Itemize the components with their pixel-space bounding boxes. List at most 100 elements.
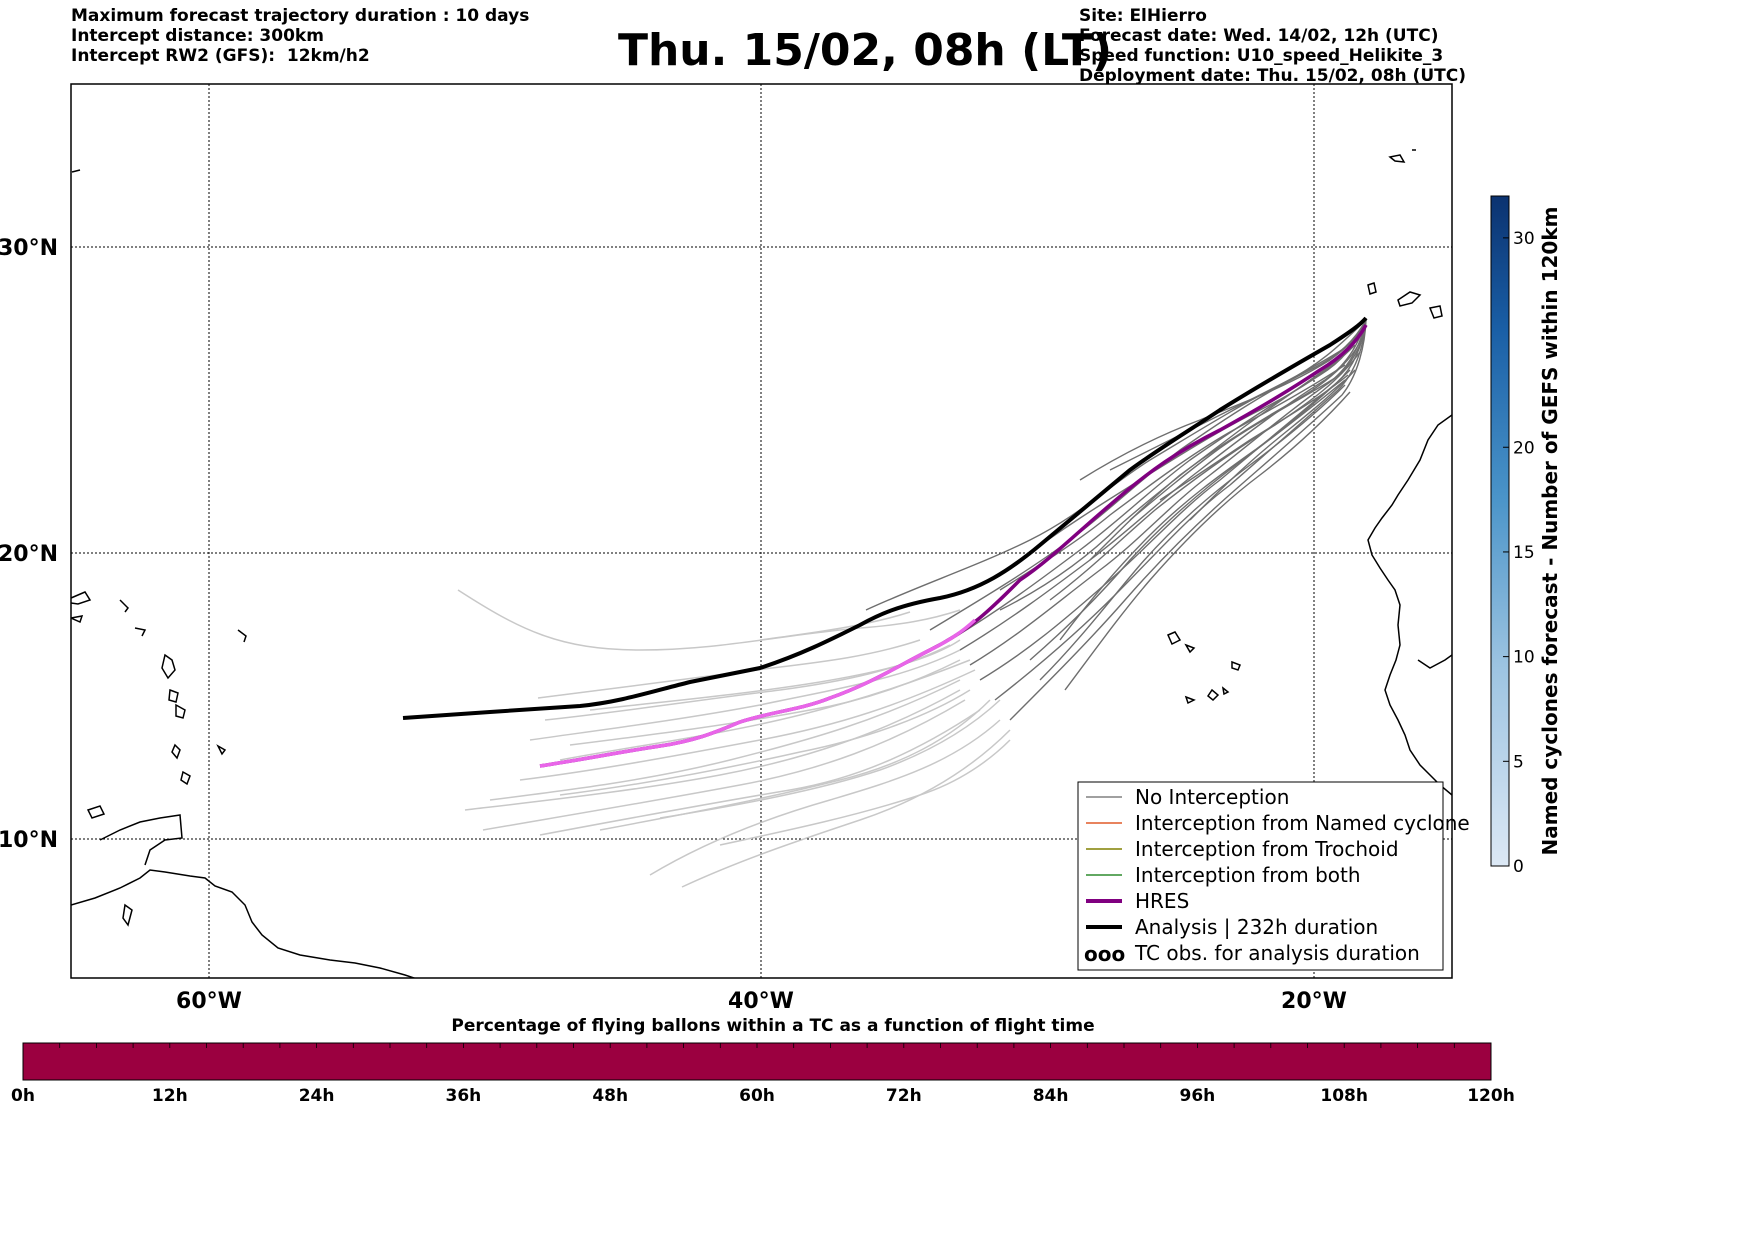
coastline-paria — [99, 814, 183, 866]
pct-bar-ticks: 0h 12h 24h 36h 48h 60h 72h 84h 96h 108h 120h — [11, 1043, 1515, 1106]
header-left-info: Maximum forecast trajectory duration : 1… — [71, 6, 529, 66]
coastline-south-america — [71, 869, 417, 978]
coastline-madeira — [1388, 154, 1406, 163]
trajectory-line — [457, 589, 961, 651]
colorbar-ticks: 0 5 10 15 20 30 — [1503, 229, 1535, 877]
trajectory-line — [1129, 324, 1367, 521]
lon-tick-label: 20°W — [1281, 989, 1347, 1014]
coastline-cape-verde — [1221, 686, 1230, 696]
pct-bar-tick-label: 120h — [1467, 1086, 1515, 1106]
lat-tick-label: 10°N — [0, 828, 58, 853]
coastline-cape-verde — [1167, 631, 1182, 646]
legend-label: Interception from both — [1135, 863, 1361, 887]
trajectory-line — [589, 639, 961, 711]
trajectory-line — [994, 319, 1367, 701]
coastline-trinidad — [122, 903, 133, 927]
trajectory-line — [559, 689, 971, 796]
cyclone-symbols-icon: ooo — [1084, 942, 1125, 966]
coastline-island — [134, 627, 147, 637]
trajectory-line — [1109, 347, 1346, 471]
trajectory-line — [539, 709, 981, 836]
trajectory-line — [1049, 351, 1361, 601]
pct-bar-tick-label: 12h — [152, 1086, 188, 1106]
legend-label: HRES — [1135, 889, 1189, 913]
coastlines — [71, 149, 1452, 978]
trajectory-line — [569, 659, 961, 746]
coastline-island — [168, 688, 179, 703]
trajectory-line — [759, 611, 911, 641]
legend-box — [1077, 781, 1444, 971]
coastline-island — [171, 743, 181, 760]
legend-label: Interception from Trochoid — [1135, 837, 1399, 861]
legend-label: Interception from Named cyclone — [1135, 811, 1470, 835]
pct-bar-tick-label: 24h — [299, 1086, 335, 1106]
trajectory-line — [464, 689, 961, 811]
ensemble-trajectories — [865, 319, 1367, 721]
header-line: Deployment date: Thu. 15/02, 08h (UTC) — [1079, 66, 1466, 86]
ensemble-trajectories-late — [457, 589, 1011, 888]
analysis-trajectory — [402, 316, 1368, 720]
colorbar-title: Named cyclones forecast - Number of GEFS… — [1538, 207, 1562, 856]
colorbar-tick-label: 0 — [1513, 857, 1524, 877]
coastline-canary — [1367, 282, 1377, 295]
coastline-island — [180, 770, 191, 786]
legend-label: Analysis | 232h duration — [1135, 915, 1378, 939]
coastline-island — [216, 744, 227, 756]
header-line: Speed function: U10_speed_Helikite_3 — [1079, 46, 1444, 66]
trajectory-line — [489, 679, 961, 801]
coastline-cape-verde — [1231, 660, 1241, 671]
trajectory-line — [1009, 319, 1367, 721]
hres-trajectory-late — [539, 618, 977, 768]
trajectory-line — [719, 739, 1011, 846]
coastline-island — [119, 599, 129, 613]
trajectory-line — [1064, 391, 1351, 691]
trajectory-line — [1159, 374, 1349, 501]
pct-bar — [22, 1042, 1492, 1081]
header-line: Forecast date: Wed. 14/02, 12h (UTC) — [1079, 26, 1439, 46]
coastline-island — [86, 805, 106, 819]
lon-tick-label: 60°W — [176, 989, 242, 1014]
colorbar-tick-label: 20 — [1513, 438, 1535, 458]
header-line: Intercept distance: 300km — [71, 26, 324, 46]
trajectory-line — [999, 364, 1346, 591]
header-line: Intercept RW2 (GFS): 12km/h2 — [71, 46, 370, 66]
coastline-island — [71, 591, 92, 605]
colorbar-tick-label: 15 — [1513, 543, 1535, 563]
pct-bar-tick-label: 84h — [1033, 1086, 1069, 1106]
coastline-cape-verde — [1206, 688, 1220, 702]
coastline-island — [237, 629, 247, 643]
trajectory-line — [529, 649, 961, 741]
colorbar: 0 5 10 15 20 30 Named cyclones forecast - Num… — [1490, 195, 1562, 877]
pct-bar-title: Percentage of flying ballons within a TC… — [451, 1016, 1094, 1036]
trajectory-line — [1059, 369, 1351, 641]
pct-bar-tick-label: 0h — [11, 1086, 35, 1106]
pct-bar-tick-label: 108h — [1320, 1086, 1368, 1106]
coastline-canary — [1397, 291, 1422, 307]
trajectory-line — [681, 729, 1011, 888]
coastline-cape-verde — [1184, 695, 1196, 705]
header-line: Maximum forecast trajectory duration : 1… — [71, 6, 530, 26]
colorbar-gradient — [1490, 195, 1510, 867]
coastline-africa — [1367, 414, 1452, 796]
pct-bar-tick-label: 60h — [739, 1086, 775, 1106]
trajectory-line — [1039, 384, 1346, 681]
pct-bar-tick-label: 96h — [1180, 1086, 1216, 1106]
colorbar-tick-label: 30 — [1513, 229, 1535, 249]
trajectory-line — [1029, 379, 1346, 661]
coastline-island — [71, 615, 84, 624]
lat-tick-label: 30°N — [0, 236, 58, 261]
header-right-info: Site: ElHierro Forecast date: Wed. 14/02… — [1079, 6, 1466, 86]
lon-tick-label: 40°W — [728, 989, 794, 1014]
colorbar-tick-label: 10 — [1513, 648, 1535, 668]
trajectory-line — [649, 719, 1001, 876]
coastline-africa-cape — [1417, 654, 1452, 669]
lat-tick-label: 20°N — [0, 542, 58, 567]
trajectory-line — [1019, 344, 1356, 561]
page-title: Thu. 15/02, 08h (LT) — [617, 25, 1113, 76]
trajectory-line — [659, 699, 1001, 819]
trajectory-line — [482, 699, 966, 831]
coastline-island — [161, 653, 176, 680]
coastline-cape-verde — [1184, 643, 1196, 654]
trajectory-line — [1189, 369, 1356, 521]
